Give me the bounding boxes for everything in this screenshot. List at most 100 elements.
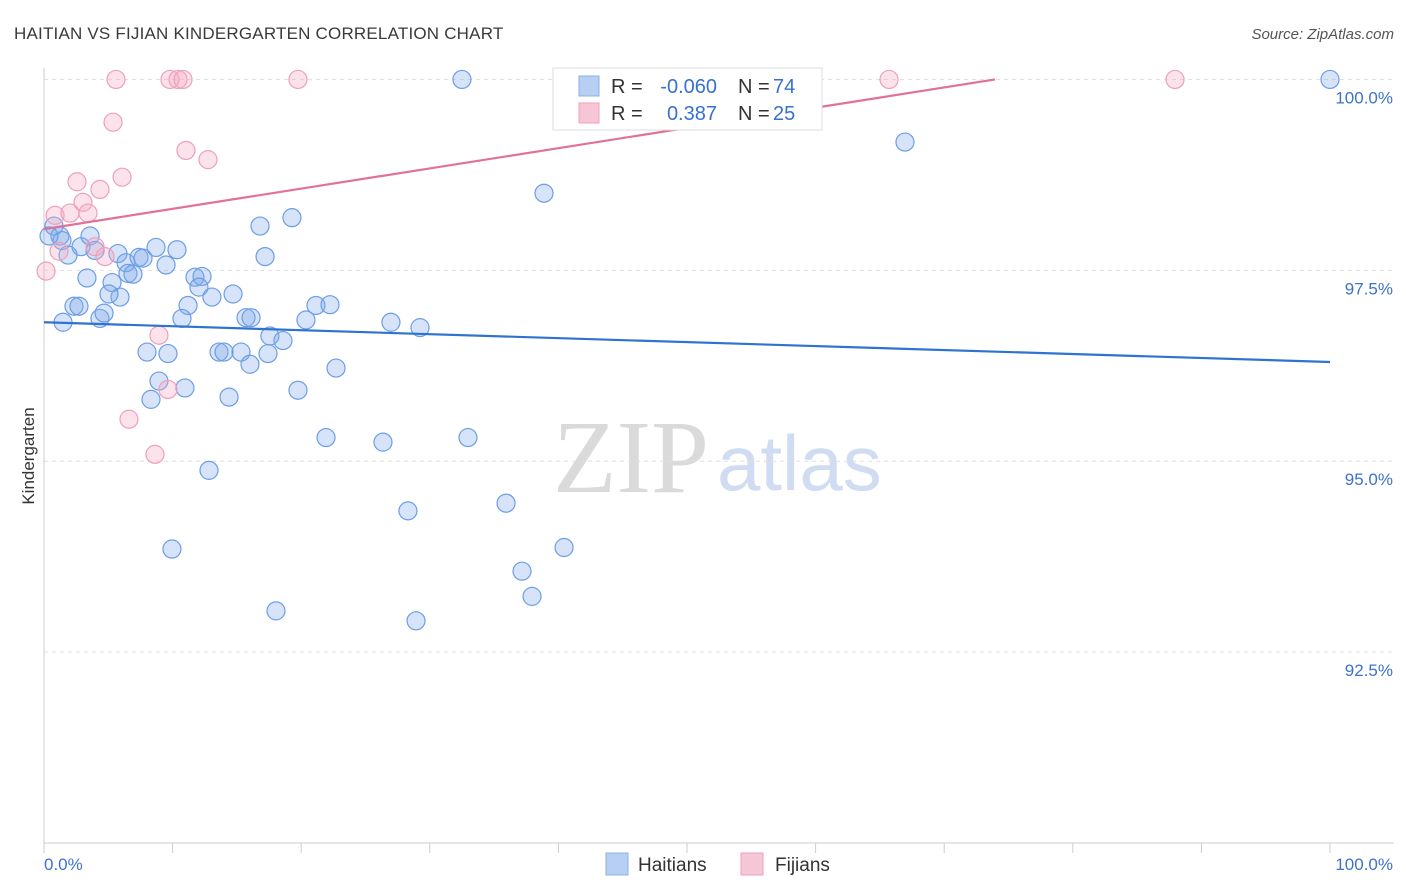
fijians-point — [60, 203, 80, 223]
fijians-trend-line — [43, 78, 996, 231]
haitians-point — [240, 354, 260, 374]
haitians-point — [255, 246, 275, 267]
fijians-point — [103, 112, 123, 132]
fijians-point — [288, 69, 308, 90]
haitians-point — [512, 561, 532, 581]
haitians-point — [398, 501, 418, 521]
stats-legend-n-label: N = — [738, 76, 770, 98]
haitians-point — [1320, 69, 1340, 90]
haitians-point — [219, 387, 239, 407]
fijians-point — [149, 325, 169, 345]
legend-label-haitians: Haitians — [638, 855, 707, 876]
haitians-point — [102, 272, 122, 293]
haitians-point — [202, 287, 222, 307]
fijians-point — [879, 69, 899, 90]
haitians-point — [39, 226, 59, 246]
haitians-point — [214, 342, 234, 362]
haitians-point — [241, 308, 261, 328]
stats-legend-r-value: 0.387 — [667, 103, 717, 125]
haitians-point — [534, 183, 554, 203]
haitians-point — [410, 318, 430, 338]
haitians-point — [320, 295, 340, 315]
watermark: ZIP atlas — [553, 400, 882, 515]
watermark-zip: ZIP — [553, 400, 709, 515]
haitians-point — [258, 343, 278, 364]
stats-legend-n-label: N = — [738, 103, 770, 125]
stats-legend-r-label: R = — [611, 76, 643, 98]
fijians-point — [158, 379, 178, 400]
fijians-point — [198, 150, 218, 170]
haitians-point — [223, 284, 243, 304]
trend-lines — [43, 78, 1331, 364]
stats-legend-n-value: 74 — [773, 76, 795, 98]
x-tick-label: 0.0% — [44, 855, 83, 874]
stats-legend-r-label: R = — [611, 103, 643, 125]
haitians-point — [326, 358, 346, 378]
haitians-point — [123, 264, 143, 284]
haitians-point — [895, 132, 915, 152]
stats-legend-n-value: 25 — [773, 103, 795, 125]
fijians-point — [119, 409, 139, 429]
haitians-point — [288, 380, 308, 400]
fijians-point — [36, 261, 56, 281]
haitians-point — [110, 287, 130, 307]
haitians-point — [306, 295, 326, 316]
haitians-point — [162, 539, 182, 559]
fijians-point — [112, 167, 132, 187]
scatter-points — [36, 69, 1340, 631]
fijians-point — [95, 246, 115, 267]
haitians-trend-line — [43, 321, 1331, 364]
haitians-point — [273, 330, 293, 351]
haitians-point — [192, 266, 212, 287]
fijians-point — [49, 241, 69, 261]
fijians-point — [168, 69, 188, 90]
fijians-point — [78, 203, 98, 223]
stats-legend-swatch-haitians — [578, 75, 600, 97]
y-tick-labels: 100.0% 97.5% 95.0% 92.5% — [1335, 88, 1393, 680]
haitians-point — [373, 432, 393, 452]
haitians-point — [282, 208, 302, 228]
stats-legend-r-value: -0.060 — [660, 76, 717, 98]
chart-title: HAITIAN VS FIJIAN KINDERGARTEN CORRELATI… — [14, 24, 503, 43]
fijians-point — [73, 192, 93, 212]
legend-label-fijians: Fijians — [775, 855, 830, 876]
haitians-point — [554, 537, 574, 558]
haitians-point — [458, 427, 478, 448]
haitians-point — [133, 248, 153, 268]
x-ticks — [43, 843, 1331, 853]
haitians-point — [452, 69, 472, 90]
legend-swatch-haitians — [605, 852, 629, 876]
haitians-point — [141, 389, 161, 409]
haitians-point — [266, 601, 286, 621]
haitians-point — [137, 342, 157, 362]
haitians-point — [69, 296, 89, 316]
haitians-point — [158, 343, 178, 364]
haitians-point — [167, 240, 187, 260]
haitians-point — [316, 427, 336, 448]
fijians-point — [67, 172, 87, 192]
haitians-point — [77, 268, 97, 288]
stats-legend-swatch-fijians — [578, 102, 600, 124]
haitians-point — [80, 226, 100, 246]
fijians-point — [160, 69, 180, 90]
y-tick-label: 100.0% — [1335, 88, 1393, 107]
haitians-point — [250, 216, 270, 236]
stats-legend: R = -0.060 N = 74 R = 0.387 N = 25 — [552, 67, 823, 131]
fijians-point — [106, 69, 126, 90]
fijians-point — [45, 205, 65, 225]
haitians-point — [189, 277, 209, 297]
x-tick-label: 100.0% — [1335, 855, 1393, 874]
haitians-point — [406, 611, 426, 631]
watermark-atlas: atlas — [717, 419, 882, 507]
haitians-point — [146, 237, 166, 258]
haitians-point — [236, 308, 256, 328]
fijians-point — [85, 237, 105, 257]
fijians-point — [173, 69, 193, 90]
haitians-point — [185, 267, 205, 287]
y-tick-label: 95.0% — [1345, 470, 1393, 489]
source-credit: Source: ZipAtlas.com — [1251, 26, 1394, 43]
haitians-point — [381, 312, 401, 332]
haitians-point — [522, 586, 542, 606]
haitians-point — [99, 284, 119, 304]
